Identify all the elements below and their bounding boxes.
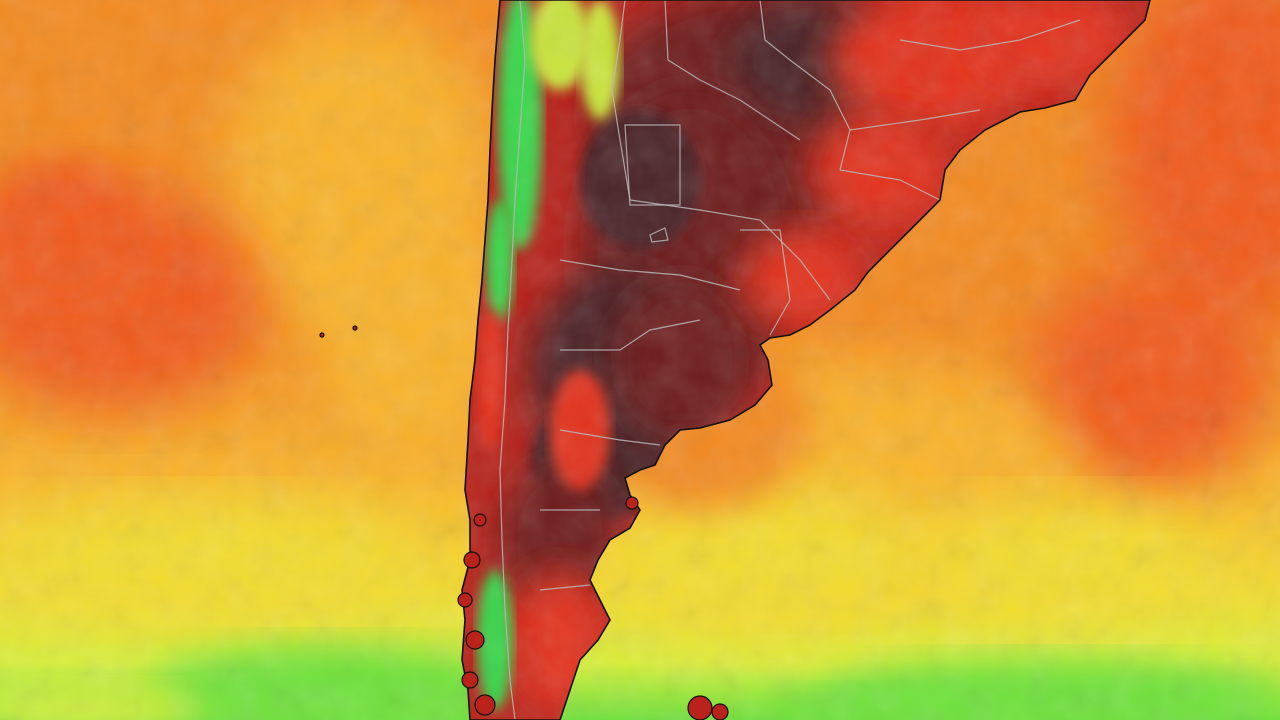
border-line — [649, 227, 669, 243]
coastline — [461, 0, 1151, 720]
island — [625, 496, 639, 510]
border-line — [560, 319, 701, 351]
border-line — [664, 0, 801, 141]
border-line — [849, 109, 981, 131]
island — [352, 325, 358, 331]
border-line — [759, 0, 851, 171]
border-line — [629, 199, 831, 301]
islands — [319, 325, 729, 720]
island — [687, 695, 713, 720]
island — [457, 592, 473, 608]
border-line — [611, 0, 631, 201]
border-line — [499, 0, 526, 720]
island — [319, 332, 325, 338]
border-line — [624, 124, 681, 206]
coastline-path — [461, 0, 1151, 720]
border-line — [899, 19, 1081, 51]
island — [463, 551, 481, 569]
border-line — [559, 259, 741, 291]
border-line — [839, 169, 941, 201]
island — [474, 694, 496, 716]
island — [465, 630, 485, 650]
border-line — [559, 429, 661, 446]
island — [473, 513, 487, 527]
border-line — [539, 584, 591, 591]
border-line — [740, 229, 791, 336]
island — [461, 671, 479, 689]
political-borders — [499, 0, 1081, 720]
island — [711, 703, 729, 720]
